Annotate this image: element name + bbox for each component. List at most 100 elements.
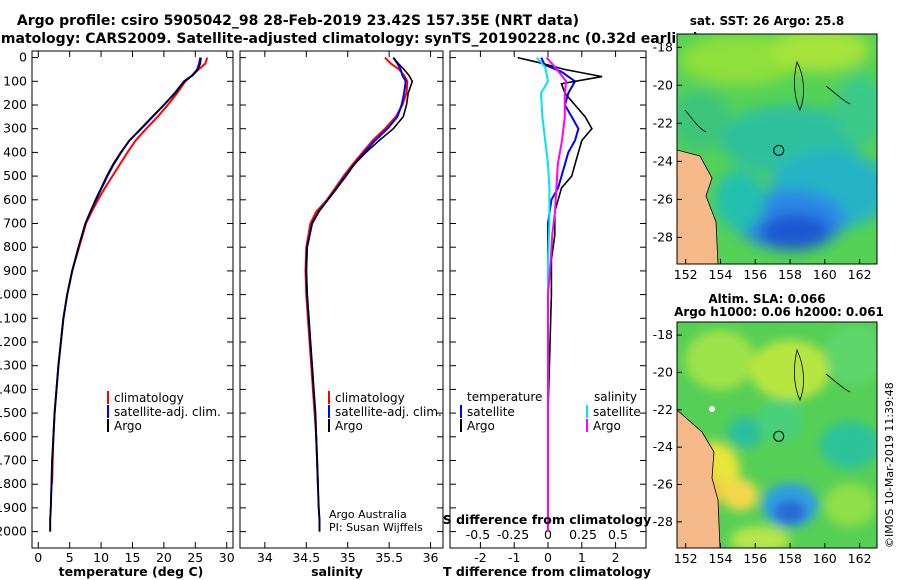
sst-float-marker — [773, 144, 785, 156]
legend-s-satellite-label: satellite — [593, 405, 641, 419]
legend-t-satellite-label: satellite — [467, 405, 515, 419]
legend-climatology-label: climatology — [335, 391, 405, 405]
credit-line-2: PI: Susan Wijffels — [329, 521, 423, 534]
sla-axis-ticks: 152 154 156 158 160 162 -18 -20 -22 -24 -26 -28 — [653, 327, 872, 566]
map-lon-label: 152 — [674, 551, 698, 566]
profile-line-argo — [305, 57, 414, 532]
legend-temperature-title: temperature — [467, 390, 542, 404]
credit-line-1: Argo Australia — [329, 508, 407, 521]
map-lon-label: 156 — [743, 551, 767, 566]
map-lon-label: 154 — [709, 267, 733, 282]
map-lat-label: -24 — [653, 153, 673, 168]
salinity-x-ticks: 34 34.5 35 35.5 36 — [257, 51, 439, 565]
temperature-panel: 0100200300400500600700800900100011001200… — [0, 50, 646, 579]
temperature-legend: climatology satellite-adj. clim. Argo — [107, 391, 221, 433]
legend-s-argo-label: Argo — [593, 419, 621, 433]
x-tick-label: 2 — [612, 550, 620, 565]
sla-map-frame — [676, 321, 878, 549]
s-diff-tick-label: -0.5 — [466, 527, 490, 542]
x-tick-label: 20 — [156, 550, 172, 565]
depth-tick-label: 1800 — [0, 476, 27, 491]
x-tick-label: 34.5 — [292, 550, 320, 565]
map-lon-label: 158 — [778, 267, 802, 282]
depth-tick-label: 1400 — [0, 381, 27, 396]
depth-tick-label: 2000 — [0, 524, 27, 539]
x-tick-label: 0 — [34, 550, 42, 565]
depth-tick-label: 800 — [3, 239, 27, 254]
sla-white-dot — [709, 406, 715, 412]
profile-line-t-satellite — [540, 57, 580, 532]
map-lat-label: -18 — [653, 327, 673, 342]
x-tick-label: 15 — [125, 550, 141, 565]
sst-map-frame — [676, 33, 878, 265]
depth-tick-label: 1700 — [0, 453, 27, 468]
depth-tick-label: 0 — [19, 50, 27, 65]
map-lat-label: -28 — [653, 514, 673, 529]
depth-tick-label: 300 — [3, 121, 27, 136]
difference-x-ticks: -2 -1 0 1 2 -0.5 -0.25 0 0.25 0.5 — [466, 51, 628, 565]
sst-coastline-land — [677, 149, 719, 264]
x-tick-label: 30 — [219, 550, 235, 565]
depth-tick-label: 1100 — [0, 310, 27, 325]
map-lon-label: 162 — [848, 551, 872, 566]
sst-axis-ticks: 152 154 156 158 160 162 -18 -20 -22 -24 -26 -28 — [653, 39, 872, 282]
profile-line-argo — [49, 57, 202, 532]
sla-coastline-land — [677, 409, 721, 548]
profile-line-s-argo — [545, 56, 568, 532]
legend-argo-label: Argo — [114, 419, 142, 433]
map-lon-label: 160 — [813, 551, 837, 566]
map-lon-label: 156 — [743, 267, 767, 282]
sla-map-field — [677, 322, 877, 548]
difference-panel: -2 -1 0 1 2 -0.5 -0.25 0 0.25 0.5 S difference fr… — [443, 50, 652, 579]
depth-tick-label: 1300 — [0, 358, 27, 373]
sst-reef-contour — [794, 60, 804, 111]
map-lat-label: -26 — [653, 191, 673, 206]
map-lon-label: 154 — [709, 551, 733, 566]
depth-tick-label: 200 — [3, 97, 27, 112]
salinity-x-label: salinity — [311, 564, 363, 579]
depth-tick-label: 100 — [3, 73, 27, 88]
difference-profiles — [517, 56, 603, 532]
profile-line-t-argo — [517, 56, 603, 532]
x-tick-label: 10 — [93, 550, 109, 565]
depth-tick-label: 1600 — [0, 429, 27, 444]
sla-map: Altim. SLA: 0.066 Argo h1000: 0.06 h2000… — [653, 292, 884, 566]
depth-tick-label: 700 — [3, 216, 27, 231]
x-tick-label: 34 — [257, 550, 273, 565]
x-tick-label: 35.5 — [375, 550, 403, 565]
legend-climatology-label: climatology — [114, 391, 184, 405]
map-lat-label: -24 — [653, 439, 673, 454]
depth-tick-label: 1000 — [0, 287, 27, 302]
x-tick-label: 35 — [340, 550, 356, 565]
map-lon-label: 162 — [848, 267, 872, 282]
salinity-legend: climatology satellite-adj. clim. Argo — [328, 391, 442, 433]
depth-tick-label: 600 — [3, 192, 27, 207]
imos-credit: ©IMOS 10-Mar-2019 11:39:48 — [883, 382, 896, 548]
difference-legend-salinity: salinity satellite Argo — [586, 390, 641, 433]
sla-reef-contour — [794, 348, 804, 401]
sla-reef-contour-2 — [825, 373, 851, 393]
depth-axis: 0 100 200 300 400 500 600 700 800 900 1000 1100 1200… — [0, 50, 646, 539]
s-difference-label: S difference from climatology — [443, 512, 652, 527]
depth-tick-label: 1500 — [0, 405, 27, 420]
depth-tick-label: 400 — [3, 144, 27, 159]
legend-satellite-label: satellite-adj. clim. — [335, 405, 442, 419]
x-tick-label: -2 — [474, 550, 486, 565]
sst-map: sat. SST: 26 Argo: 25.8 — [653, 14, 878, 282]
map-lat-label: -22 — [653, 115, 673, 130]
s-diff-tick-label: 0.25 — [569, 527, 597, 542]
sla-map-title-2: Argo h1000: 0.06 h2000: 0.061 — [674, 305, 884, 319]
s-diff-tick-label: 0.5 — [608, 527, 628, 542]
salinity-profiles — [304, 56, 414, 532]
s-diff-tick-label: 0 — [544, 527, 552, 542]
s-diff-tick-label: -0.25 — [497, 527, 529, 542]
title-line-1: Argo profile: csiro 5905042_98 28-Feb-20… — [17, 13, 579, 29]
map-lat-label: -20 — [653, 77, 673, 92]
t-difference-label: T difference from climatology — [443, 564, 651, 579]
map-lat-label: -20 — [653, 364, 673, 379]
title-line-2: Climatology: CARS2009. Satellite-adjuste… — [0, 31, 699, 47]
sst-map-field — [677, 34, 877, 264]
temperature-x-label: temperature (deg C) — [59, 564, 204, 579]
salinity-panel: 34 34.5 35 35.5 36 salinity climatology sate… — [239, 50, 444, 579]
